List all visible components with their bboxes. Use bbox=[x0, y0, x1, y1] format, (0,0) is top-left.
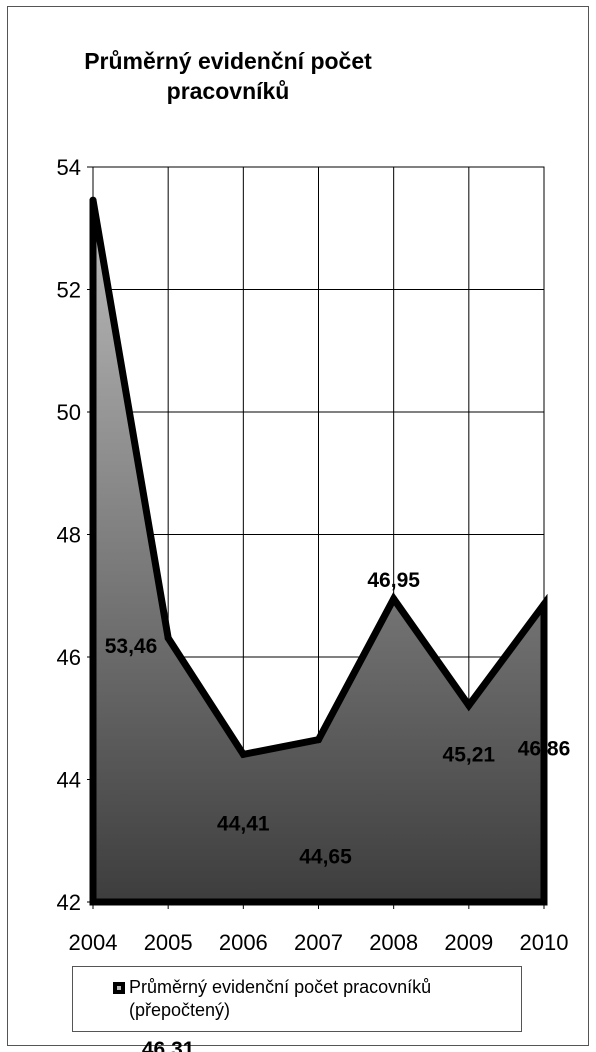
data-label-2006: 44,41 bbox=[217, 812, 270, 835]
series-area bbox=[89, 199, 548, 906]
data-point-2007 bbox=[315, 736, 322, 744]
data-label-2004: 53,46 bbox=[105, 635, 158, 658]
y-tick-label: 46 bbox=[57, 645, 81, 670]
legend-swatch bbox=[113, 982, 125, 994]
legend: Průměrný evidenční počet pracovníků (pře… bbox=[72, 966, 522, 1032]
y-tick-label: 44 bbox=[57, 768, 81, 793]
chart-frame bbox=[7, 6, 589, 1046]
y-tick-label: 42 bbox=[57, 890, 81, 915]
data-point-2004 bbox=[89, 196, 97, 204]
x-tick-label: 2006 bbox=[219, 930, 268, 955]
data-point-2005 bbox=[164, 634, 172, 642]
data-label-2009: 45,21 bbox=[443, 743, 496, 766]
y-tick-label: 54 bbox=[57, 155, 81, 180]
y-tick-label: 48 bbox=[57, 523, 81, 548]
data-point-2008 bbox=[390, 595, 398, 603]
x-tick-label: 2007 bbox=[294, 930, 343, 955]
x-tick-label: 2009 bbox=[444, 930, 493, 955]
y-tick-label: 50 bbox=[57, 400, 81, 425]
data-label-2005: 46,31 bbox=[142, 1038, 195, 1052]
x-tick-label: 2010 bbox=[520, 930, 569, 955]
data-point-2006 bbox=[239, 750, 247, 758]
x-tick-label: 2008 bbox=[369, 930, 418, 955]
chart-title: Průměrný evidenční počet pracovníků bbox=[84, 48, 372, 104]
data-label-2010: 46,86 bbox=[518, 737, 571, 760]
data-label-2008: 46,95 bbox=[367, 569, 420, 592]
x-tick-label: 2004 bbox=[69, 930, 118, 955]
x-tick-label: 2005 bbox=[144, 930, 193, 955]
y-tick-label: 52 bbox=[57, 278, 81, 303]
data-label-2007: 44,65 bbox=[299, 846, 352, 869]
data-point-2010 bbox=[540, 600, 548, 608]
data-point-2009 bbox=[465, 701, 473, 709]
legend-label: Průměrný evidenční počet pracovníků (pře… bbox=[129, 977, 432, 1020]
